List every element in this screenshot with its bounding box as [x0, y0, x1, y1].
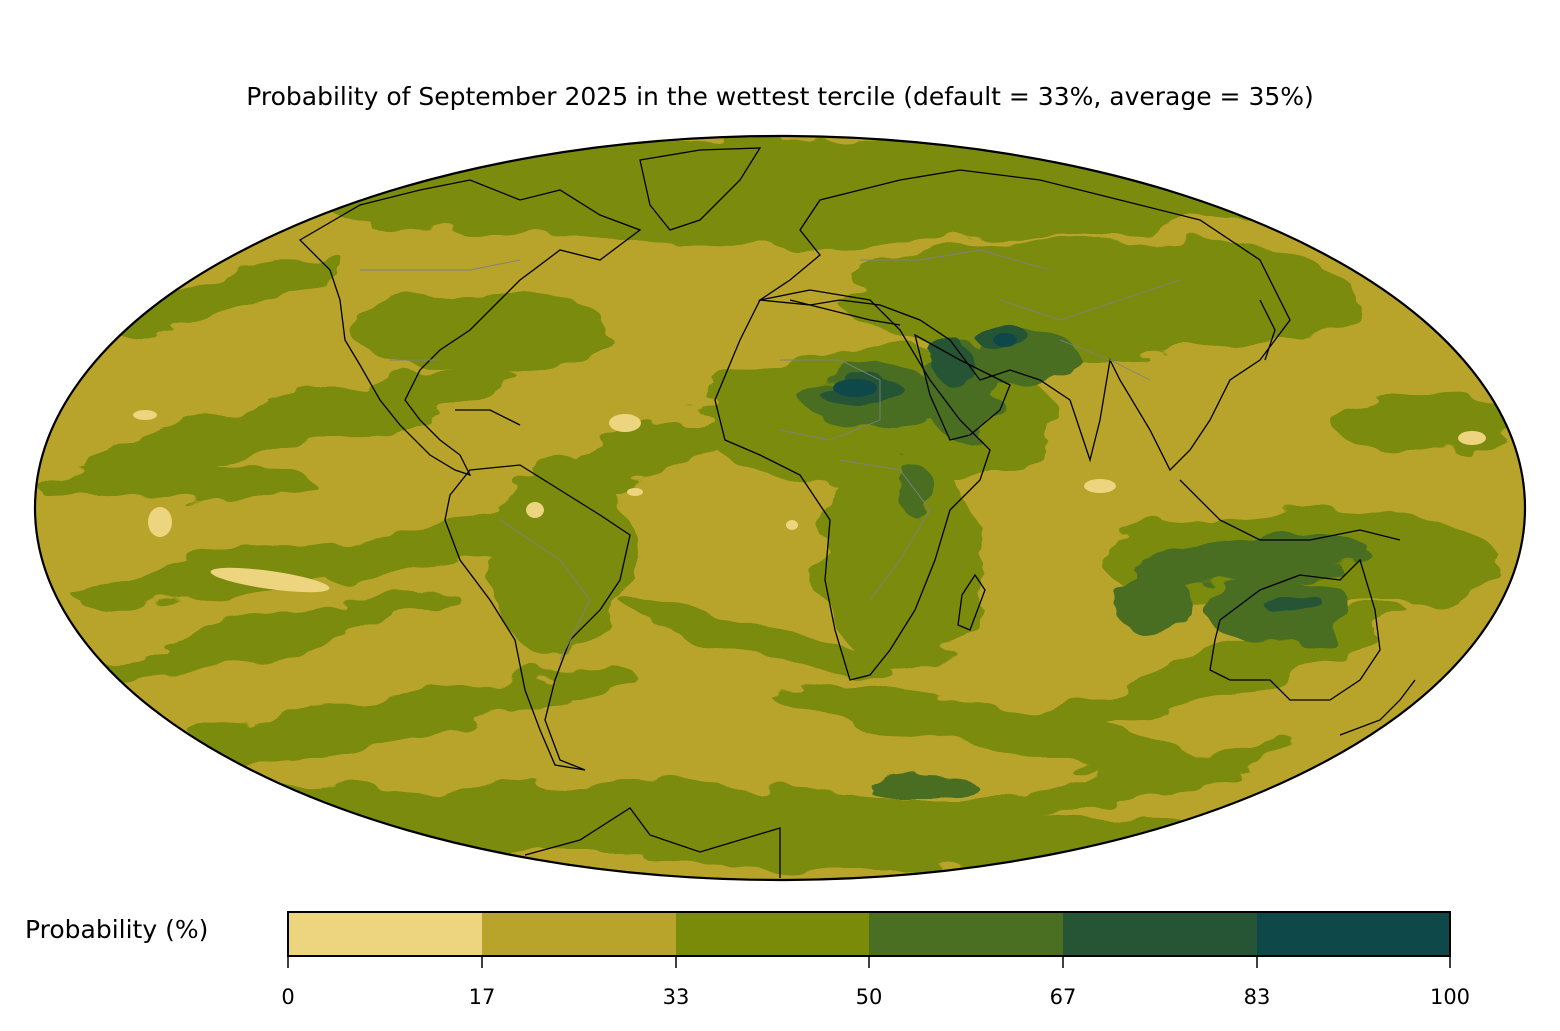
colorbar-bin-3: [869, 912, 1063, 956]
colorbar-bin-4: [1063, 912, 1257, 956]
colorbar-bin-0: [288, 912, 482, 956]
africa-coast: [714, 289, 991, 681]
arabia-coast: [914, 333, 1011, 441]
mediterranean-coast: [789, 299, 901, 326]
globe-outline: [33, 134, 1527, 882]
colorbar-tick-label: 33: [662, 985, 690, 1009]
indonesia-coast: [1179, 479, 1401, 541]
probability-83-100-layer: [833, 333, 1017, 397]
antarctica-coast: [524, 807, 781, 878]
coastlines: [298, 147, 1416, 878]
colorbar-tick-label: 0: [281, 985, 295, 1009]
south-america-coast: [444, 464, 631, 771]
colorbar-tick-label: 50: [855, 985, 883, 1009]
colorbar-tick-label: 17: [468, 985, 496, 1009]
colorbar-ticks: [287, 956, 1451, 968]
colorbar-bin-2: [676, 912, 869, 956]
greenland-coast: [639, 147, 762, 231]
madagascar-coast: [957, 573, 986, 631]
north-america-coast: [298, 179, 642, 477]
eurasia-coast: [758, 169, 1291, 472]
map-title: Probability of September 2025 in the wet…: [246, 82, 1314, 111]
colorbar-tick-label: 100: [1429, 985, 1471, 1009]
ocean-base-layer: [35, 136, 1525, 880]
colorbar-tick-label: 67: [1049, 985, 1077, 1009]
japan-coast: [1259, 299, 1276, 361]
probability-0-17-layer: [133, 410, 1486, 593]
australia-coast: [1209, 558, 1381, 701]
colorbar-bin-1: [482, 912, 676, 956]
colorbar-label: Probability (%): [25, 915, 209, 944]
new-zealand-coast: [1339, 679, 1416, 736]
colorbar-tick-label: 83: [1243, 985, 1271, 1009]
colorbar-bin-5: [1257, 912, 1450, 956]
country-borders: [360, 249, 1181, 661]
caribbean-coast: [455, 409, 521, 426]
colorbar: [287, 911, 1451, 968]
